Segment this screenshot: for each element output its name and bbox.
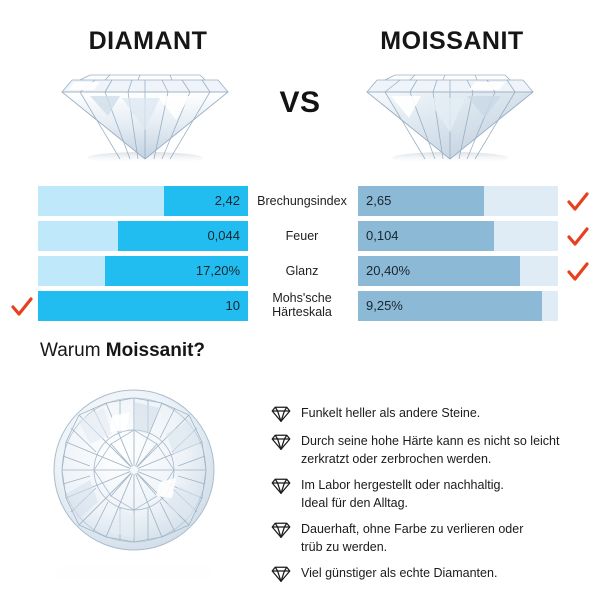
moissanite-bar-fill [358,256,520,286]
winner-check-right-icon [566,260,590,284]
diamond-bar-fill [105,256,248,286]
page-title-diamant: DIAMANT [88,27,208,55]
diamond-bar-value: 10 [225,298,240,313]
why-moissanite-heading: Warum Moissanit? [40,340,205,362]
winner-check-right-icon [566,190,590,214]
comparison-row: 0,044 Feuer 0,104 [0,221,600,251]
comparison-row-label: Mohs'sche Härteskala [272,291,332,319]
moissanite-bar-value: 9,25% [366,298,403,313]
moissanite-side-view-icon [355,58,545,166]
list-item: Im Labor hergestellt oder nachhaltig. Id… [270,476,588,512]
list-item: Viel günstiger als echte Diamanten. [270,564,588,584]
benefits-list: Funkelt heller als andere Steine. Durch … [270,404,588,592]
moissanite-bar: 9,25% [358,291,558,321]
moissanite-bar-value: 0,104 [366,228,399,243]
moissanite-bar-fill [358,221,494,251]
why-heading-bold: Moissanit? [105,340,206,361]
list-item-text: Dauerhaft, ohne Farbe zu verlieren oder … [301,522,524,554]
comparison-row: 10 Mohs'sche Härteskala 9,25% [0,291,600,321]
diamond-outline-icon [270,405,292,423]
comparison-chart: 2,42 Brechungsindex 2,65 0,044 Feuer 0,1… [0,182,600,330]
header-section: DIAMANT MOISSANIT VS [0,0,600,172]
vs-label: VS [279,86,321,119]
list-item: Dauerhaft, ohne Farbe zu verlieren oder … [270,520,588,556]
comparison-row-label: Brechungsindex [257,193,347,208]
moissanite-bar-value: 2,65 [366,193,392,208]
diamond-outline-icon [270,565,292,583]
comparison-row-label: Feuer [285,228,319,243]
list-item: Durch seine hohe Härte kann es nicht so … [270,432,588,468]
list-item-text: Im Labor hergestellt oder nachhaltig. Id… [301,478,504,510]
diamond-outline-icon [270,433,292,451]
comparison-row: 2,42 Brechungsindex 2,65 [0,186,600,216]
diamond-bar-fill [38,291,248,321]
moissanite-bar: 2,65 [358,186,558,216]
moissanite-bar-value: 20,40% [366,263,411,278]
list-item-text: Funkelt heller als andere Steine. [301,406,481,420]
diamond-bar-value: 17,20% [195,263,240,278]
diamond-bar-value: 2,42 [214,193,240,208]
comparison-row: 17,20% Glanz 20,40% [0,256,600,286]
comparison-row-label: Glanz [285,263,319,278]
diamond-outline-icon [270,521,292,539]
page-title-moissanit: MOISSANIT [380,27,524,55]
winner-check-left-icon [10,295,34,319]
moissanite-bar-fill [358,291,542,321]
moissanite-bar: 0,104 [358,221,558,251]
diamond-side-view-icon [50,58,240,166]
diamond-bar: 17,20% [38,256,248,286]
round-brilliant-gem-icon [42,382,232,578]
diamond-bar-value: 0,044 [207,228,240,243]
list-item-text: Durch seine hohe Härte kann es nicht so … [301,434,560,466]
diamond-bar: 10 [38,291,248,321]
list-item: Funkelt heller als andere Steine. [270,404,588,424]
moissanite-bar: 20,40% [358,256,558,286]
diamond-bar-fill [164,186,248,216]
diamond-outline-icon [270,477,292,495]
why-heading-regular: Warum [40,340,106,361]
list-item-text: Viel günstiger als echte Diamanten. [301,566,498,580]
diamond-bar: 2,42 [38,186,248,216]
diamond-bar-fill [117,221,248,251]
winner-check-right-icon [566,225,590,249]
diamond-bar: 0,044 [38,221,248,251]
moissanite-bar-fill [358,186,484,216]
